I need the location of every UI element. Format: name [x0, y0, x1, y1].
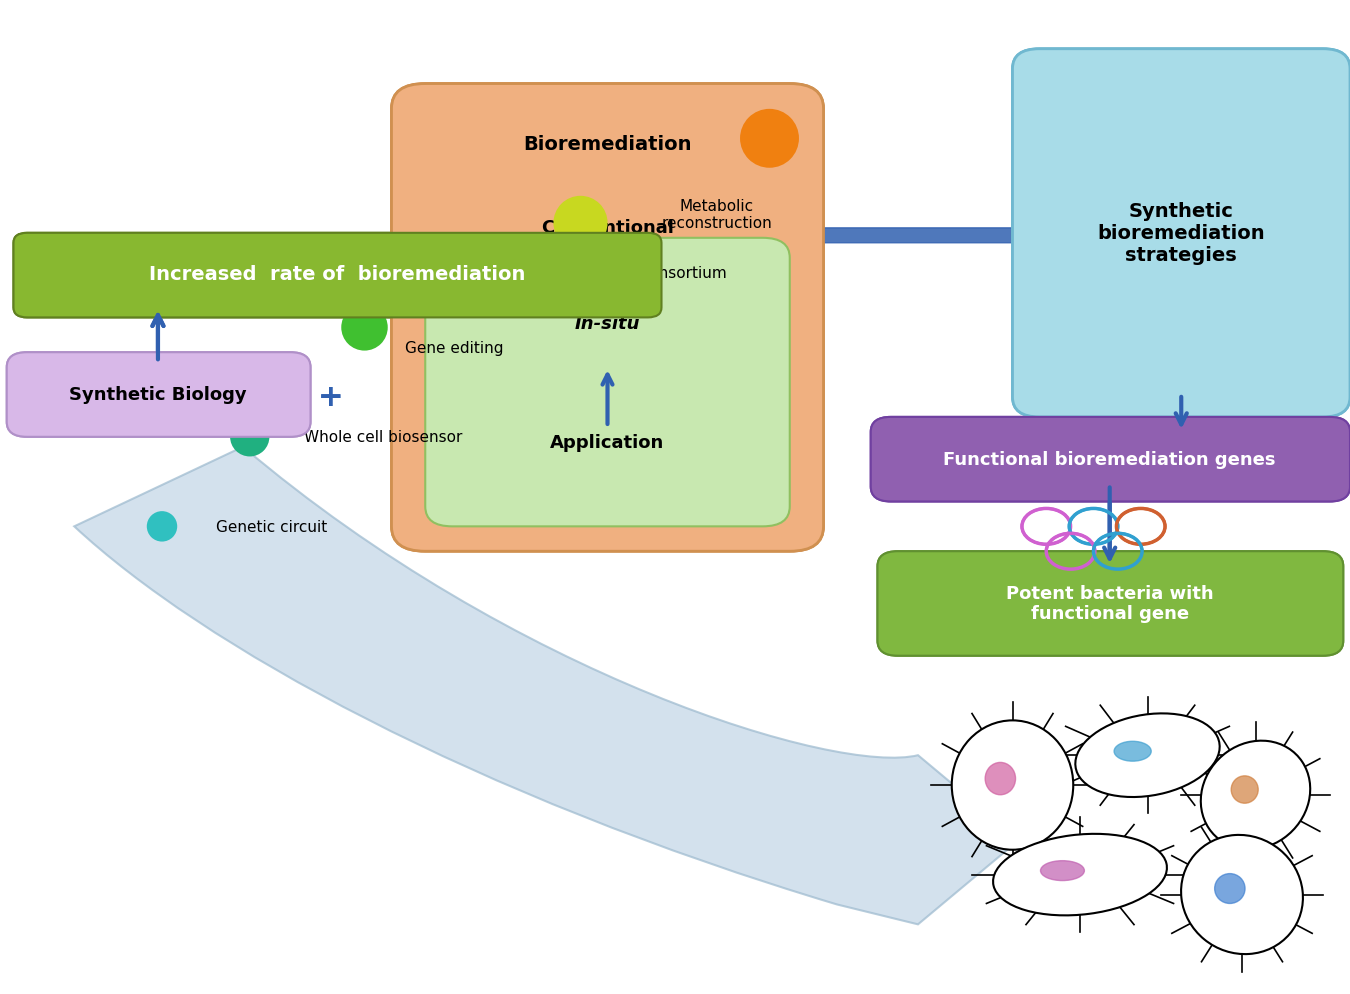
Text: Whole cell biosensor: Whole cell biosensor [304, 429, 462, 445]
PathPatch shape [74, 447, 1019, 924]
Text: Functional bioremediation genes: Functional bioremediation genes [944, 450, 1276, 468]
Text: Synthetic Biology: Synthetic Biology [69, 386, 247, 404]
Text: Increased  rate of  bioremediation: Increased rate of bioremediation [150, 264, 525, 284]
Ellipse shape [986, 762, 1015, 795]
Ellipse shape [1076, 714, 1219, 797]
Text: Potent bacteria with
functional gene: Potent bacteria with functional gene [1006, 584, 1214, 622]
Text: Conventional
methods: Conventional methods [541, 220, 674, 257]
Point [239, 429, 261, 445]
Ellipse shape [994, 834, 1166, 915]
Text: Synthetic
bioremediation
strategies: Synthetic bioremediation strategies [1098, 202, 1265, 265]
FancyBboxPatch shape [7, 353, 310, 437]
Text: Synthetic Biology: Synthetic Biology [69, 386, 247, 404]
FancyBboxPatch shape [871, 417, 1350, 502]
Text: Functional bioremediation genes: Functional bioremediation genes [944, 450, 1276, 468]
Ellipse shape [1231, 776, 1258, 803]
Ellipse shape [1041, 861, 1084, 881]
Ellipse shape [952, 721, 1073, 850]
Text: Application: Application [551, 433, 664, 451]
Text: Gene editing: Gene editing [405, 340, 504, 356]
Text: Genetic circuit: Genetic circuit [216, 519, 327, 535]
FancyBboxPatch shape [425, 239, 790, 527]
FancyBboxPatch shape [14, 234, 662, 318]
PathPatch shape [580, 199, 1249, 507]
Ellipse shape [1200, 741, 1311, 850]
FancyBboxPatch shape [1012, 50, 1350, 417]
Point [759, 131, 780, 147]
Text: Application: Application [551, 423, 664, 441]
Text: +: + [319, 383, 343, 413]
Text: Metabolic
reconstruction: Metabolic reconstruction [662, 199, 772, 232]
Text: Bioremediation: Bioremediation [524, 134, 691, 154]
Text: Ex-situ
In-situ: Ex-situ In-situ [572, 289, 643, 327]
FancyBboxPatch shape [871, 417, 1350, 502]
FancyBboxPatch shape [392, 84, 824, 552]
Point [151, 519, 173, 535]
Text: Conventional
methods: Conventional methods [541, 220, 674, 257]
Text: +: + [319, 383, 343, 413]
Text: Synthetic
bioremediation
strategies: Synthetic bioremediation strategies [1098, 202, 1265, 265]
Text: Ex-situ
In-situ: Ex-situ In-situ [572, 294, 643, 332]
FancyBboxPatch shape [425, 239, 790, 527]
FancyBboxPatch shape [7, 353, 310, 437]
FancyBboxPatch shape [1012, 50, 1350, 417]
Ellipse shape [1215, 874, 1245, 904]
Text: Microbial consortium: Microbial consortium [567, 265, 726, 281]
Text: Potent bacteria with
functional gene: Potent bacteria with functional gene [1006, 584, 1214, 622]
FancyBboxPatch shape [392, 84, 824, 552]
Text: Bioremediation: Bioremediation [524, 134, 691, 154]
Text: Increased  rate of  bioremediation: Increased rate of bioremediation [150, 264, 525, 284]
Point [354, 320, 375, 336]
Point [570, 216, 591, 232]
FancyBboxPatch shape [878, 552, 1343, 656]
FancyBboxPatch shape [878, 552, 1343, 656]
Ellipse shape [1181, 835, 1303, 954]
Ellipse shape [1114, 742, 1152, 761]
FancyBboxPatch shape [14, 234, 662, 318]
